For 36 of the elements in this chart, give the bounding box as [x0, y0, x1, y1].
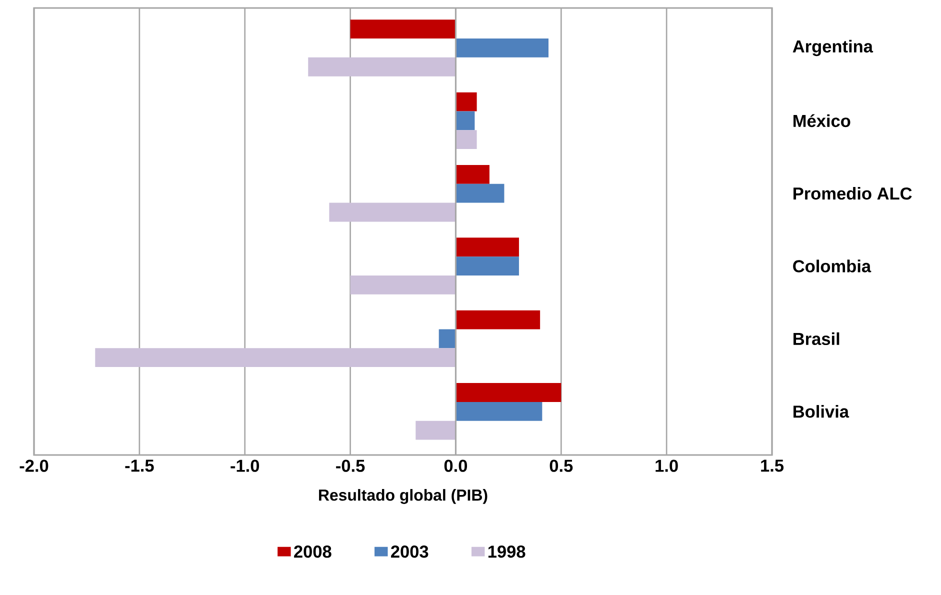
- legend-label: 2003: [391, 546, 428, 558]
- bar: [329, 202, 456, 222]
- bar: [350, 20, 456, 39]
- x-axis-title: Resultado global (PIB): [319, 489, 488, 504]
- y-tick-label: Bolivia: [794, 405, 850, 418]
- x-tick-label: -2.0: [20, 460, 48, 472]
- bar: [456, 165, 490, 184]
- y-tick-label: Brasil: [794, 332, 840, 346]
- bar: [95, 348, 456, 368]
- bar: [456, 38, 548, 58]
- bar: [456, 184, 504, 203]
- x-tick-label: -1.5: [125, 460, 154, 472]
- x-tick-label: -1.0: [230, 460, 260, 472]
- legend-label: 1998: [488, 546, 526, 558]
- bar: [416, 420, 456, 440]
- bar: [456, 238, 519, 257]
- bar: [456, 256, 519, 276]
- bar: [438, 329, 456, 348]
- y-tick-label: Colombia: [793, 260, 872, 272]
- y-tick-label: Promedio ALC: [794, 186, 912, 200]
- x-tick-label: 1.5: [761, 460, 784, 472]
- x-tick-label: 0.5: [550, 460, 573, 472]
- x-tick-label: 0.0: [444, 460, 468, 472]
- bar: [456, 92, 477, 112]
- bar: [456, 402, 542, 421]
- bar: [456, 130, 477, 150]
- bar: [456, 383, 562, 402]
- bar: [308, 57, 456, 76]
- y-tick-label: Argentina: [792, 40, 874, 56]
- x-tick-label: 1.0: [656, 460, 678, 472]
- bar: [456, 310, 540, 330]
- y-tick-label: México: [794, 114, 850, 128]
- x-tick-label: -0.5: [336, 460, 365, 472]
- bar: [350, 275, 456, 294]
- legend-label: 2008: [294, 546, 332, 558]
- bar: [456, 111, 475, 130]
